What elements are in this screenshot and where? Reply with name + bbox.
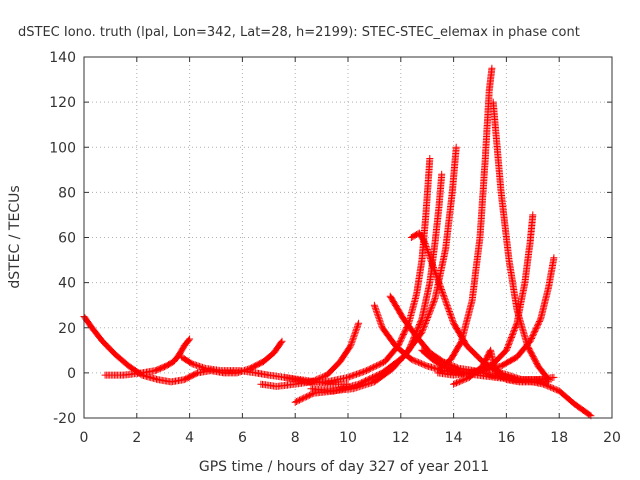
x-tick-label: 4 (185, 430, 194, 446)
data-series-13 (436, 64, 496, 372)
y-tick-label: -20 (53, 411, 76, 427)
y-tick-label: 120 (49, 95, 76, 111)
x-tick-label: 8 (291, 430, 300, 446)
y-tick-label: 60 (58, 231, 76, 247)
series-markers (436, 64, 496, 372)
y-tick-label: 0 (67, 366, 76, 382)
series-markers (489, 98, 553, 384)
x-tick-label: 2 (132, 430, 141, 446)
chart-title: dSTEC Iono. truth (lpal, Lon=342, Lat=28… (18, 25, 580, 40)
data-series-14 (489, 98, 553, 384)
x-tick-label: 12 (392, 430, 410, 446)
x-tick-label: 16 (497, 430, 515, 446)
y-tick-label: 80 (58, 185, 76, 201)
grid-lines (84, 57, 612, 418)
y-axis-label: dSTEC / TECUs (7, 185, 23, 288)
y-tick-label: 40 (58, 276, 76, 292)
y-tick-label: 100 (49, 140, 76, 156)
data-series-2 (101, 335, 194, 379)
x-tick-label: 18 (550, 430, 568, 446)
y-tick-label: 140 (49, 50, 76, 66)
x-tick-label: 14 (445, 430, 463, 446)
series-markers (450, 346, 553, 388)
data-series-5 (281, 155, 434, 386)
data-series-7 (291, 143, 460, 406)
x-tick-label: 10 (339, 430, 357, 446)
series-markers (101, 335, 194, 379)
y-tick-label: 20 (58, 321, 76, 337)
x-tick-label: 20 (603, 430, 621, 446)
series-markers (291, 143, 460, 406)
data-layer (80, 64, 595, 420)
x-tick-label: 6 (238, 430, 247, 446)
data-series-15 (450, 346, 553, 388)
x-axis-label: GPS time / hours of day 327 of year 2011 (199, 459, 489, 475)
series-markers (281, 155, 434, 386)
x-tick-label: 0 (80, 430, 89, 446)
